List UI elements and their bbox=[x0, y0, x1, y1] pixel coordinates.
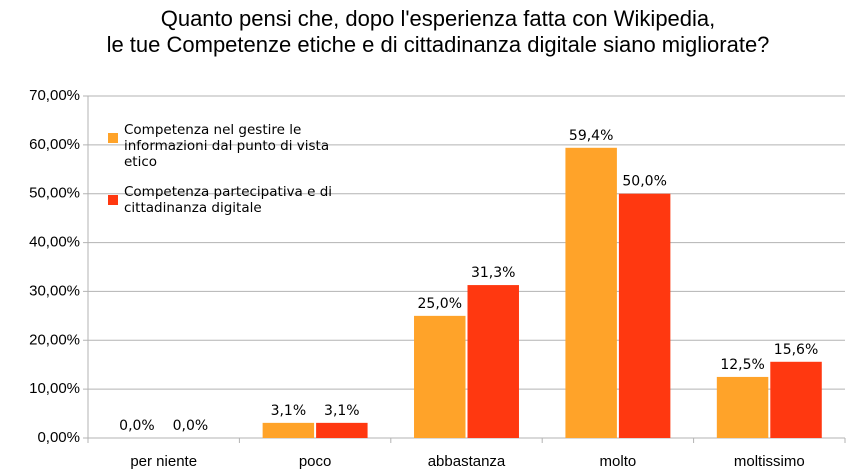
legend-swatch bbox=[108, 195, 118, 205]
value-label: 3,1% bbox=[271, 403, 307, 419]
y-tick-label: 70,00% bbox=[29, 87, 80, 104]
value-label: 31,3% bbox=[471, 265, 515, 281]
bar bbox=[565, 147, 617, 438]
value-label: 0,0% bbox=[119, 418, 155, 434]
value-label: 12,5% bbox=[720, 357, 764, 373]
x-tick-label: abbastanza bbox=[428, 453, 506, 470]
y-tick-label: 40,00% bbox=[29, 234, 80, 251]
legend-item: Competenza partecipativa e di cittadinan… bbox=[108, 184, 378, 216]
value-label: 0,0% bbox=[173, 418, 209, 434]
value-label: 50,0% bbox=[622, 174, 666, 190]
legend-label: Competenza nel gestire le informazioni d… bbox=[124, 122, 330, 170]
value-label: 25,0% bbox=[418, 296, 462, 312]
chart-title: Quanto pensi che, dopo l'esperienza fatt… bbox=[161, 6, 716, 31]
bar bbox=[316, 422, 368, 438]
x-tick-label: molto bbox=[600, 453, 637, 470]
y-tick-label: 0,00% bbox=[37, 429, 80, 446]
bar bbox=[618, 193, 671, 438]
legend-box: Competenza nel gestire le informazioni d… bbox=[108, 122, 378, 216]
value-label: 3,1% bbox=[324, 403, 360, 419]
value-label: 15,6% bbox=[774, 342, 818, 358]
legend-label: Competenza partecipativa e di cittadinan… bbox=[124, 184, 333, 216]
value-label: 59,4% bbox=[569, 128, 613, 144]
legend-item: Competenza nel gestire le informazioni d… bbox=[108, 122, 378, 170]
y-tick-label: 10,00% bbox=[29, 380, 80, 397]
chart-title: le tue Competenze etiche e di cittadinan… bbox=[107, 32, 770, 57]
bar bbox=[467, 285, 519, 438]
y-tick-label: 20,00% bbox=[29, 331, 80, 348]
y-tick-label: 30,00% bbox=[29, 282, 80, 299]
x-tick-label: poco bbox=[299, 453, 332, 470]
x-tick-label: moltissimo bbox=[734, 453, 805, 470]
legend-swatch bbox=[108, 133, 118, 143]
bar bbox=[770, 361, 822, 438]
bar bbox=[262, 422, 315, 438]
x-tick-label: per niente bbox=[130, 453, 197, 470]
legend: Competenza nel gestire le informazioni d… bbox=[108, 122, 378, 216]
bar bbox=[414, 315, 466, 438]
y-tick-label: 60,00% bbox=[29, 136, 80, 153]
y-tick-label: 50,00% bbox=[29, 185, 80, 202]
bar bbox=[716, 376, 769, 438]
